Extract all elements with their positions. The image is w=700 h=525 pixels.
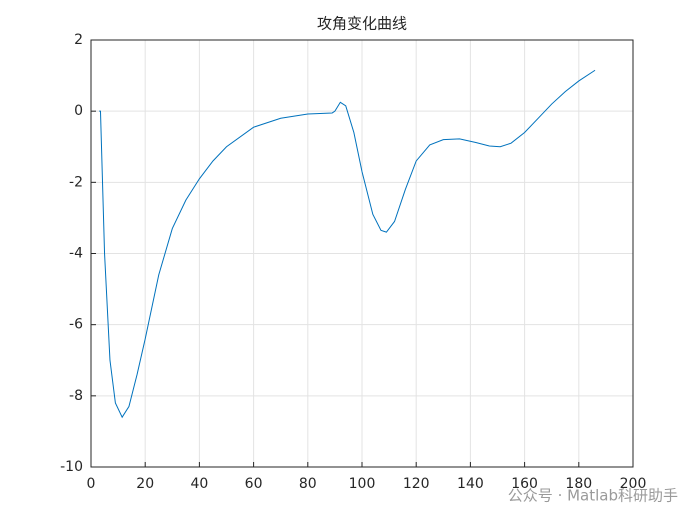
x-tick-label: 160 — [511, 476, 538, 492]
y-tick-label: -10 — [60, 459, 83, 475]
x-tick-label: 180 — [565, 476, 592, 492]
x-tick-label: 80 — [299, 476, 317, 492]
x-tick-label: 40 — [190, 476, 208, 492]
y-tick-label: -4 — [69, 246, 83, 262]
y-tick-label: 0 — [74, 103, 83, 119]
y-tick-label: -2 — [69, 174, 83, 190]
x-tick-label: 0 — [87, 476, 96, 492]
x-tick-label: 20 — [136, 476, 154, 492]
chart-title: 攻角变化曲线 — [317, 15, 407, 33]
x-tick-label: 100 — [349, 476, 376, 492]
y-tick-label: -6 — [69, 317, 83, 333]
data-line — [99, 69, 596, 419]
plot-frame — [90, 39, 634, 468]
x-tick-label: 60 — [245, 476, 263, 492]
y-tick-label: -8 — [69, 388, 83, 404]
x-tick-label: 140 — [457, 476, 484, 492]
watermark: 公众号 · Matlab科研助手 — [508, 487, 678, 505]
y-tick-label: 2 — [74, 32, 83, 48]
x-tick-label: 200 — [620, 476, 647, 492]
x-tick-label: 120 — [403, 476, 430, 492]
